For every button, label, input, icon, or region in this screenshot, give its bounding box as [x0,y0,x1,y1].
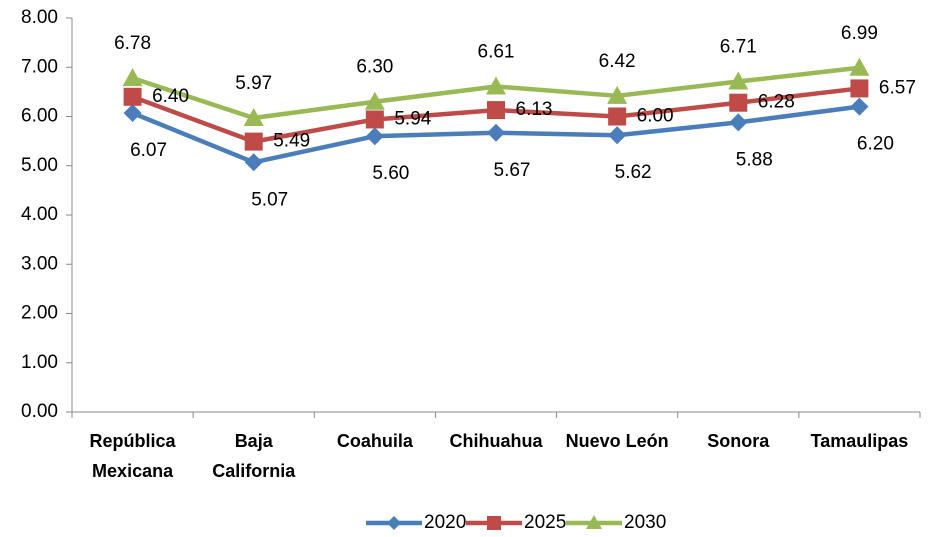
data-label: 6.28 [758,92,795,113]
x-tick-label: Tamaulipas [811,431,909,451]
data-point [607,85,628,104]
data-label: 6.07 [130,140,167,161]
data-point [608,107,627,126]
data-label: 5.94 [394,108,431,129]
y-tick-label: 7.00 [21,56,58,77]
legend-marker [586,515,602,529]
data-label: 6.40 [152,86,189,107]
x-tick-label: Chihuahua [450,431,544,451]
data-label: 5.88 [736,149,773,170]
data-label: 6.13 [516,99,553,120]
y-tick-label: 6.00 [21,106,58,127]
data-point [243,107,264,126]
data-point [487,101,505,120]
data-point [244,132,263,151]
legend-marker [487,516,501,530]
data-point [123,104,142,123]
data-point [850,97,869,116]
data-point [728,71,749,90]
data-point [122,68,143,87]
data-label: 6.30 [356,57,393,78]
legend-item: 2025 [466,512,566,533]
legend-label: 2020 [424,512,466,533]
data-point [244,153,263,172]
data-point [729,113,748,132]
legend-label: 2025 [524,512,566,533]
data-label: 5.97 [235,73,272,94]
data-point [365,110,384,129]
data-point [849,57,870,76]
data-point [729,93,748,112]
x-tick-label: Nuevo León [566,431,669,451]
x-tick-label: República Mexicana [90,431,177,481]
legend-item: 2030 [566,512,666,533]
y-tick-label: 0.00 [21,401,58,422]
data-label: 5.49 [273,131,310,152]
y-tick-label: 8.00 [21,7,58,28]
data-point [123,87,142,106]
data-point [365,127,384,146]
data-point [850,79,869,98]
data-point [364,91,385,110]
y-tick-label: 3.00 [21,253,58,274]
data-label: 6.78 [114,33,151,54]
data-label: 6.00 [637,106,674,127]
data-label: 5.62 [615,162,652,183]
data-label: 6.99 [841,23,878,44]
y-tick-label: 1.00 [21,352,58,373]
y-tick-label: 2.00 [21,303,58,324]
data-label: 6.57 [879,77,916,98]
data-point [486,76,506,95]
y-tick-label: 4.00 [21,204,58,225]
x-tick-label: Sonora [707,431,770,451]
legend-marker [387,516,401,530]
data-label: 6.20 [857,134,894,155]
data-label: 5.07 [251,189,288,210]
x-tick-label: Baja California [212,431,296,481]
y-tick-label: 5.00 [21,155,58,176]
x-tick-label: Coahuila [337,431,414,451]
data-point [487,123,505,142]
data-label: 6.42 [599,51,636,72]
data-label: 6.61 [478,41,515,62]
data-label: 5.60 [372,163,409,184]
legend-item: 2020 [366,512,466,533]
data-label: 5.67 [494,160,531,181]
data-point [608,126,627,145]
legend-label: 2030 [624,512,666,533]
data-label: 6.71 [720,37,757,58]
